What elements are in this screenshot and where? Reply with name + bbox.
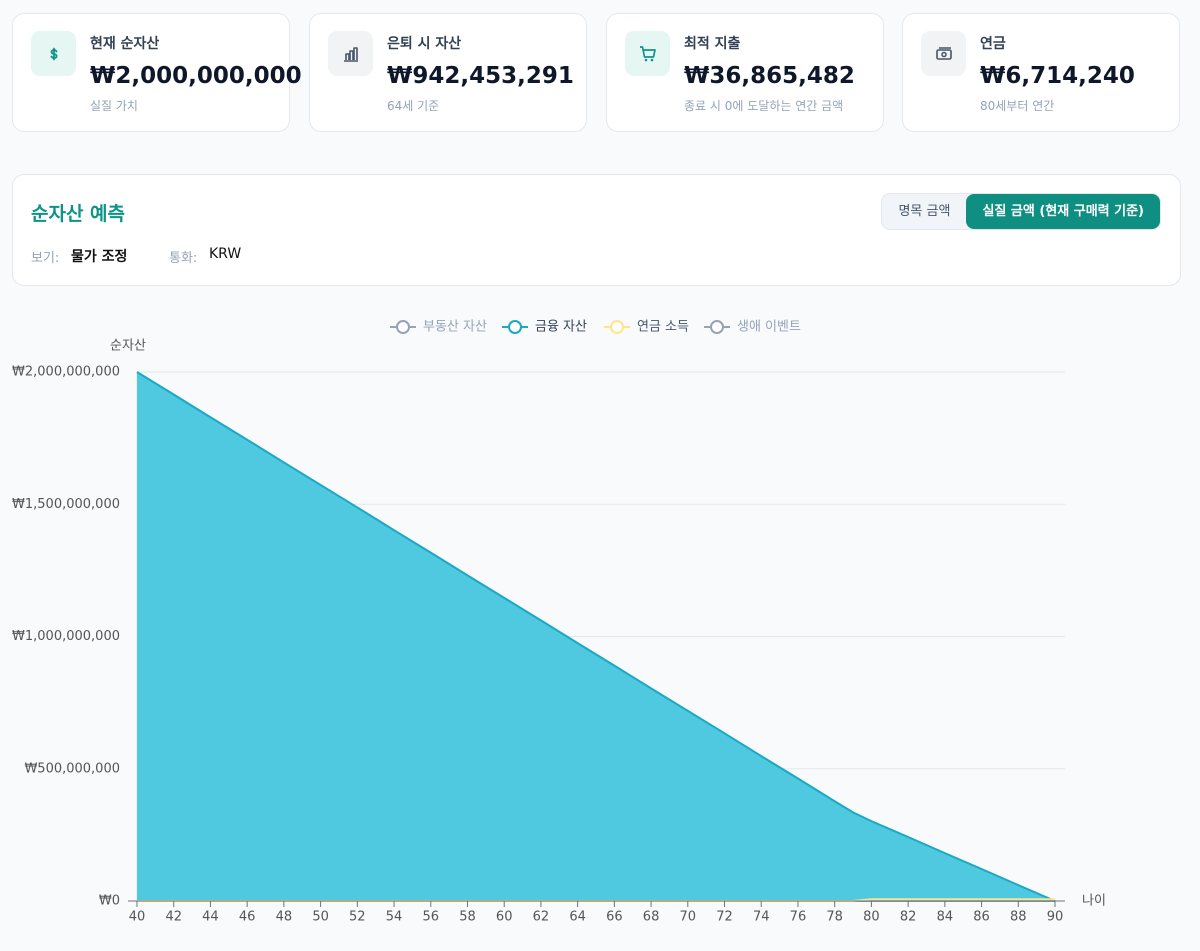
x-tick-label: 68 xyxy=(643,910,660,925)
icon-glyph xyxy=(50,47,58,60)
summary-card: 연금 ₩6,714,240 80세부터 연간 xyxy=(902,13,1180,132)
x-tick-label: 50 xyxy=(312,910,329,925)
y-tick-label: ₩500,000,000 xyxy=(24,761,120,776)
card-subtitle: 종료 시 0에 도달하는 연간 금액 xyxy=(684,99,844,113)
card-value: ₩2,000,000,000 xyxy=(90,63,302,89)
currency-label: 통화: xyxy=(169,251,198,266)
x-axis-label: 나이 xyxy=(1082,894,1106,909)
legend-marker xyxy=(710,320,724,334)
toggle-button[interactable]: 명목 금액 xyxy=(898,204,951,219)
y-tick-label: ₩2,000,000,000 xyxy=(12,365,120,380)
x-tick-label: 90 xyxy=(1047,910,1064,925)
x-tick-label: 66 xyxy=(606,910,623,925)
y-tick-label: ₩0 xyxy=(99,894,120,909)
x-tick-label: 86 xyxy=(973,910,990,925)
x-tick-label: 76 xyxy=(790,910,807,925)
legend-label: 금융 자산 xyxy=(535,320,587,335)
card-title: 연금 xyxy=(980,36,1006,52)
currency-value: KRW xyxy=(209,246,242,262)
x-tick-label: 52 xyxy=(349,910,366,925)
series-line xyxy=(136,371,1056,902)
view-label: 보기: xyxy=(31,251,60,266)
card-value: ₩36,865,482 xyxy=(684,63,855,89)
x-tick-label: 46 xyxy=(239,910,256,925)
icon-glyph xyxy=(639,45,656,61)
card-value: ₩942,453,291 xyxy=(387,63,574,89)
panel-title: 순자산 예측 xyxy=(31,203,126,225)
x-tick-label: 62 xyxy=(533,910,550,925)
x-tick-label: 78 xyxy=(826,910,843,925)
card-title: 현재 순자산 xyxy=(90,36,160,52)
x-tick-label: 40 xyxy=(129,910,146,925)
summary-card: 현재 순자산 ₩2,000,000,000 실질 가치 xyxy=(12,13,302,132)
legend-label: 부동산 자산 xyxy=(423,320,487,335)
toggle-button[interactable]: 실질 금액 (현재 구매력 기준) xyxy=(966,194,1160,229)
x-tick-label: 70 xyxy=(680,910,697,925)
card-title: 은퇴 시 자산 xyxy=(387,36,462,52)
card-icon xyxy=(328,31,373,76)
x-tick-label: 82 xyxy=(900,910,917,925)
x-tick-label: 42 xyxy=(165,910,182,925)
x-tick-label: 84 xyxy=(937,910,954,925)
card-icon xyxy=(921,31,966,76)
card-title: 최적 지출 xyxy=(684,36,741,52)
card-icon xyxy=(31,31,76,76)
y-axis-label: 순자산 xyxy=(110,339,146,354)
legend-marker xyxy=(610,320,624,334)
x-tick-label: 64 xyxy=(569,910,586,925)
x-tick-label: 54 xyxy=(386,910,403,925)
card-subtitle: 64세 기준 xyxy=(387,99,440,113)
legend-label: 생애 이벤트 xyxy=(737,320,801,335)
card-subtitle: 실질 가치 xyxy=(90,99,138,113)
card-subtitle: 80세부터 연간 xyxy=(980,99,1055,113)
x-tick-label: 60 xyxy=(496,910,513,925)
y-tick-label: ₩1,500,000,000 xyxy=(12,497,120,512)
projection-panel: 순자산 예측 명목 금액 실질 금액 (현재 구매력 기준) 보기: 물가 조정 … xyxy=(12,174,1181,286)
x-tick-label: 58 xyxy=(459,910,476,925)
legend-label: 연금 소득 xyxy=(637,320,689,335)
series-area xyxy=(137,372,1055,901)
card-value: ₩6,714,240 xyxy=(980,63,1135,89)
view-value: 물가 조정 xyxy=(71,249,128,265)
x-tick-label: 80 xyxy=(863,910,880,925)
x-tick-label: 74 xyxy=(753,910,770,925)
x-tick-label: 72 xyxy=(716,910,733,925)
y-tick-label: ₩1,000,000,000 xyxy=(12,629,120,644)
x-tick-label: 56 xyxy=(422,910,439,925)
x-tick-label: 44 xyxy=(202,910,219,925)
summary-card: 은퇴 시 자산 ₩942,453,291 64세 기준 xyxy=(309,13,587,132)
card-icon xyxy=(625,31,670,76)
summary-card: 최적 지출 ₩36,865,482 종료 시 0에 도달하는 연간 금액 xyxy=(606,13,884,132)
icon-glyph xyxy=(343,46,358,62)
icon-glyph xyxy=(935,46,952,60)
x-tick-label: 48 xyxy=(276,910,293,925)
x-tick-label: 88 xyxy=(1010,910,1027,925)
legend-marker xyxy=(508,320,522,334)
legend-marker xyxy=(396,320,410,334)
toggle-group: 명목 금액 실질 금액 (현재 구매력 기준) xyxy=(881,193,1161,230)
